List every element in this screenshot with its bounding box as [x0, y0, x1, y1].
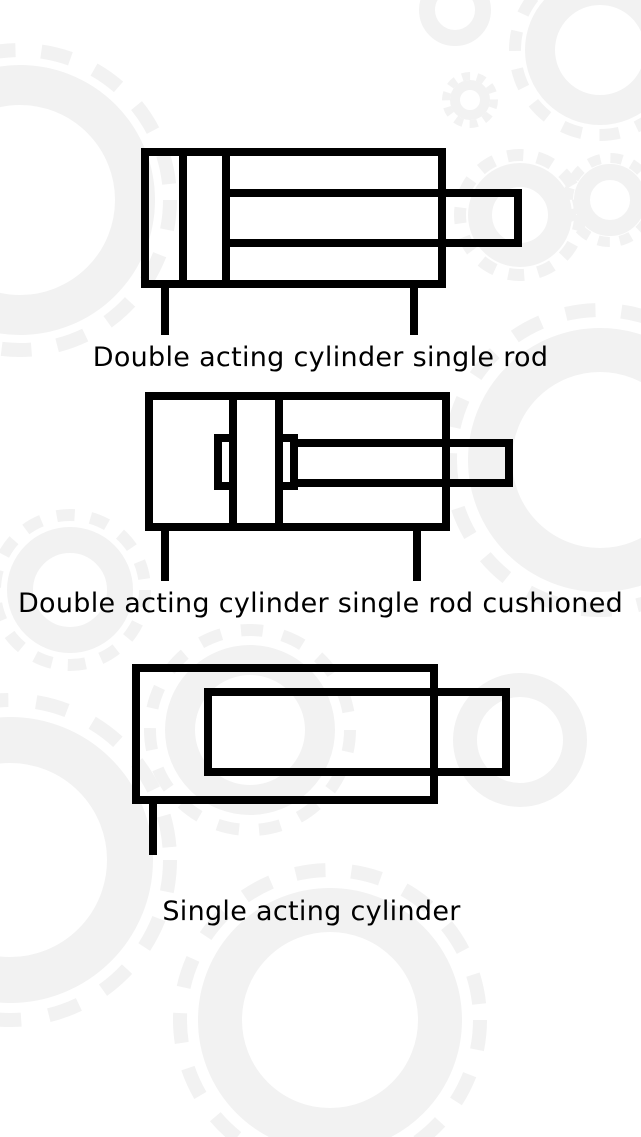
- piston-rod: [204, 688, 510, 776]
- cylinder-barrel: [141, 148, 446, 288]
- cylinder-barrel: [132, 664, 438, 804]
- gear-icon: [0, 509, 151, 671]
- gear-icon: [509, 0, 641, 141]
- gear-icon: [453, 673, 587, 807]
- double-acting-cylinder-single-rod-symbol: [141, 148, 522, 335]
- gear-icon: [563, 153, 641, 247]
- symbol-caption: Single acting cylinder: [162, 896, 461, 927]
- gear-icon: [173, 863, 487, 1137]
- cushion-left: [214, 434, 237, 490]
- cylinder-barrel: [145, 392, 450, 531]
- symbol-caption: Double acting cylinder single rod cushio…: [17, 588, 624, 619]
- gear-icon: [0, 693, 177, 1027]
- symbol-caption: Double acting cylinder single rod: [92, 342, 549, 373]
- piston: [179, 148, 230, 288]
- double-acting-cylinder-single-rod-cushioned-symbol: [145, 392, 513, 581]
- gear-icon: [419, 0, 491, 46]
- gear-icon: [0, 43, 177, 357]
- gear-icon: [442, 72, 498, 128]
- single-acting-cylinder-symbol: [132, 664, 510, 855]
- piston-rod: [222, 189, 522, 247]
- piston-rod: [290, 439, 513, 487]
- piston: [229, 392, 283, 531]
